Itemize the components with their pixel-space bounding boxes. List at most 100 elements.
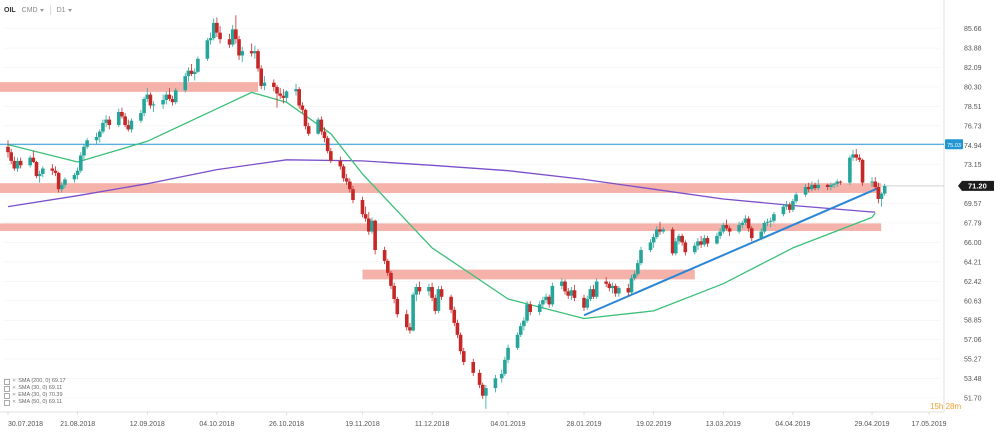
candle-body [417,287,422,292]
candle-body [60,184,64,190]
candle-body [702,238,707,245]
x-tick-label: 04.10.2018 [199,421,234,428]
checkbox-icon[interactable] [4,385,10,392]
timeframe-dropdown[interactable]: D1 [57,7,72,14]
legend-item[interactable]: ✕ SMA (30, 0) 69.11 [4,385,66,392]
candle-body [392,285,396,299]
candle-body [829,184,833,187]
candle-body [237,39,241,56]
candle-body [6,146,10,153]
candle-body [148,94,153,106]
legend-label: EMA (30, 0) 70.39 [18,392,63,398]
candle-body [724,225,729,229]
candle-body [322,131,327,139]
x-tick-label: 17.05.2019 [911,421,946,428]
candle-body [825,184,830,187]
candle-body [582,297,586,308]
candle-body [116,112,121,126]
candle-body [749,228,754,239]
legend-item[interactable]: ✕ SMA (50, 0) 69.11 [4,399,66,406]
candle-body [718,231,722,236]
close-icon[interactable]: ✕ [12,392,17,398]
candle-body [259,68,263,86]
candle-body [477,372,482,385]
candle-body [382,250,387,261]
candle-body [344,178,349,182]
candle-body [816,184,821,189]
candle-body [230,29,235,45]
candle-body [594,281,599,297]
x-tick-label: 30.07.2018 [8,421,43,428]
candle-body [367,218,371,232]
candle-body [142,98,146,114]
x-tick-label: 04.01.2019 [491,421,526,428]
candle-body [692,245,697,253]
support-resistance-zone [0,183,882,193]
candle-body [215,22,219,33]
candle-body [759,231,764,239]
candle-body [31,157,36,162]
close-icon[interactable]: ✕ [12,378,17,384]
candle-body [18,160,23,166]
candle-body [765,221,770,223]
close-icon[interactable]: ✕ [12,399,17,405]
candle-body [493,378,498,389]
x-tick-label: 29.04.2019 [855,421,890,428]
y-tick-label: 78.51 [964,104,982,111]
candle-body [604,281,608,284]
trend-line [583,187,879,317]
y-tick-label: 73.15 [964,162,982,169]
candle-body [97,131,102,137]
candle-body [183,76,188,91]
ma-purple-line [7,159,876,213]
candle-body [813,184,817,189]
candle-body [588,289,593,299]
candle-body [705,238,710,244]
candle-body [436,289,441,311]
legend-label: SMA (30, 0) 69.11 [18,385,63,391]
candle-body [303,109,308,127]
candle-body [82,146,86,156]
candle-body [560,281,564,286]
candle-body [471,362,476,373]
candle-body [211,22,216,39]
candle-body [613,285,618,294]
legend-item[interactable]: ✕ EMA (30, 0) 70.39 [4,392,66,399]
current-price-tag [958,180,994,191]
candle-body [525,304,529,321]
checkbox-icon[interactable] [4,392,10,399]
candle-body [145,94,150,99]
y-tick-label: 85.66 [964,26,982,33]
legend-label: SMA (50, 0) 69.11 [18,399,63,405]
candle-body [810,184,814,190]
close-icon[interactable]: ✕ [12,385,17,391]
current-price-label: 71.20 [968,182,987,191]
y-tick-label: 64.21 [964,259,982,266]
candle-body [632,273,637,279]
candle-body [170,98,175,103]
checkbox-icon[interactable] [4,378,10,385]
candle-body [658,229,662,232]
x-tick-label: 26.10.2018 [269,421,304,428]
candle-body [404,314,409,328]
candle-body [72,175,77,180]
chevron-down-icon [39,8,44,12]
symbol-label[interactable]: OIL [4,6,16,14]
candle-body [218,32,222,40]
candle-body [518,326,523,335]
candle-body [123,116,127,126]
candle-body [297,89,301,106]
candle-body [294,89,298,92]
legend-item[interactable]: ✕ SMA (200, 0) 69.17 [4,378,66,385]
candle-body [674,241,678,254]
candle-body [94,137,99,141]
candle-body [768,220,773,222]
candle-body [167,94,172,99]
candle-body [873,181,877,187]
checkbox-icon[interactable] [4,399,10,406]
candle-body [284,91,289,98]
instrument-type-dropdown[interactable]: CMD [22,7,44,14]
support-resistance-zone [0,223,882,232]
candle-body [544,296,548,301]
